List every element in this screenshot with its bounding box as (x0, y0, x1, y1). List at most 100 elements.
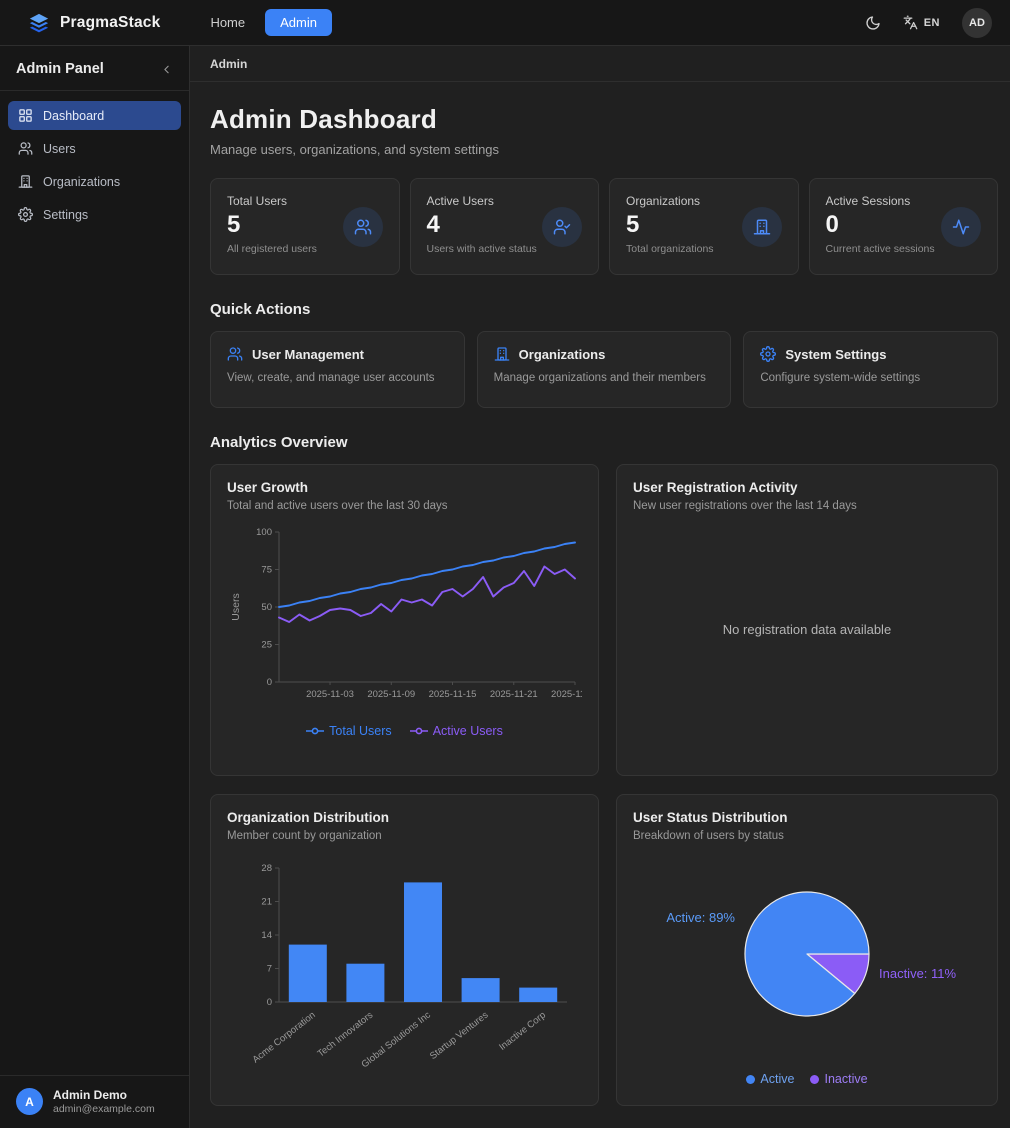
brand[interactable]: PragmaStack (28, 12, 160, 34)
building-icon (18, 174, 33, 189)
svg-text:75: 75 (261, 565, 272, 576)
language-switcher[interactable]: EN (903, 15, 940, 30)
stat-value: 0 (825, 211, 839, 238)
users-icon (18, 141, 33, 156)
chart-title: Organization Distribution (227, 810, 389, 825)
org-distribution-chart-card: Organization Distribution Member count b… (210, 794, 599, 1106)
stat-description: All registered users (227, 243, 317, 255)
user-growth-line-chart: 0 25 50 75 100 2025-11-03 2025-11-09 2025-11-15… (230, 527, 582, 700)
chevron-left-icon[interactable] (160, 63, 173, 76)
nav-link-admin[interactable]: Admin (265, 9, 332, 36)
stat-label: Organizations (626, 194, 701, 208)
sidebar-header: Admin Panel (0, 46, 189, 91)
stat-label: Total Users (227, 194, 288, 208)
brand-name: PragmaStack (60, 13, 161, 31)
charts-grid: User Growth Total and active users over … (210, 464, 998, 1106)
main-content: Admin Admin Dashboard Manage users, orga… (190, 46, 1010, 1128)
legend-item-active[interactable]: Active (746, 1072, 794, 1086)
legend-label: Total Users (329, 724, 392, 738)
legend-item-inactive[interactable]: Inactive (810, 1072, 868, 1086)
chart-subtitle: Breakdown of users by status (633, 830, 784, 842)
quick-actions-grid: User Management View, create, and manage… (210, 331, 998, 408)
chart-title: User Status Distribution (633, 810, 788, 825)
users-icon (342, 206, 383, 247)
grid-icon (18, 108, 33, 123)
chart-subtitle: Member count by organization (227, 830, 382, 842)
gear-icon (760, 346, 777, 362)
svg-text:7: 7 (267, 964, 272, 975)
moon-icon[interactable] (865, 15, 881, 31)
quick-action-user-management[interactable]: User Management View, create, and manage… (210, 331, 465, 408)
sidebar-item-label: Dashboard (43, 108, 105, 123)
sidebar-user-email: admin@example.com (53, 1102, 155, 1115)
svg-text:Startup Ventures: Startup Ventures (428, 1010, 491, 1062)
sidebar-nav: Dashboard Users Organiza (0, 91, 189, 239)
line-chart-legend: Total Users Active Users (227, 724, 582, 738)
sidebar-item-label: Settings (43, 207, 89, 222)
legend-label: Active Users (432, 724, 503, 738)
analytics-heading: Analytics Overview (210, 434, 348, 451)
pie-chart-legend: Active Inactive (633, 1072, 981, 1086)
quick-action-title: System Settings (785, 346, 887, 362)
empty-state-message: No registration data available (722, 622, 892, 637)
pie-chart-area: Active: 89% Inactive: 11% (633, 850, 981, 1058)
quick-action-organizations[interactable]: Organizations Manage organizations and t… (476, 331, 732, 408)
user-avatar[interactable]: AD (962, 7, 992, 38)
admin-sidebar: Admin Panel Dashboard (0, 46, 190, 1128)
registration-activity-card: User Registration Activity New user regi… (616, 464, 998, 776)
languages-icon (903, 15, 918, 30)
svg-text:28: 28 (261, 863, 272, 874)
sidebar-item-dashboard[interactable]: Dashboard (8, 101, 181, 130)
nav-link-home[interactable]: Home (210, 15, 246, 30)
svg-text:2025-11-03: 2025-11-03 (306, 689, 354, 700)
sidebar-item-organizations[interactable]: Organizations (8, 167, 181, 196)
quick-action-description: Configure system-wide settings (760, 372, 921, 384)
sidebar-user-card[interactable]: A Admin Demo admin@example.com (0, 1074, 189, 1128)
svg-text:Acme Corporation: Acme Corporation (251, 1010, 318, 1066)
legend-item-active-users[interactable]: Active Users (409, 724, 503, 738)
building-icon (741, 206, 782, 247)
sidebar-item-users[interactable]: Users (8, 134, 181, 163)
activity-icon (941, 206, 981, 247)
legend-label: Active (760, 1072, 795, 1086)
breadcrumb-bar: Admin (190, 46, 1010, 82)
quick-action-description: View, create, and manage user accounts (227, 372, 435, 384)
svg-text:0: 0 (267, 677, 272, 688)
quick-action-system-settings[interactable]: System Settings Configure system-wide se… (743, 331, 998, 408)
legend-item-total-users[interactable]: Total Users (306, 724, 392, 738)
line-marker-icon (409, 727, 428, 735)
stat-card-active-sessions: Active Sessions 0 Current active session… (808, 178, 998, 275)
svg-text:100: 100 (256, 527, 272, 538)
stat-description: Total organizations (626, 243, 714, 255)
svg-text:Users: Users (230, 593, 242, 620)
sidebar-item-label: Users (43, 141, 76, 156)
stat-description: Users with active status (426, 243, 537, 255)
quick-action-title: User Management (252, 346, 364, 362)
stat-card-active-users: Active Users 4 Users with active status (409, 178, 599, 275)
users-icon (227, 346, 243, 362)
gear-icon (18, 207, 33, 222)
breadcrumb[interactable]: Admin (210, 56, 248, 71)
pie-annotation-active: Active: 89% (666, 910, 735, 925)
svg-text:2025-11-15: 2025-11-15 (429, 689, 477, 700)
chart-subtitle: New user registrations over the last 14 … (633, 500, 857, 512)
stats-grid: Total Users 5 All registered users Activ… (210, 178, 998, 275)
building-icon (494, 346, 510, 362)
svg-text:21: 21 (261, 897, 272, 908)
user-check-icon (542, 206, 582, 247)
stat-label: Active Sessions (825, 194, 911, 208)
user-growth-chart-card: User Growth Total and active users over … (210, 464, 599, 776)
svg-text:14: 14 (261, 930, 272, 941)
svg-text:2025-11-27: 2025-11-27 (551, 689, 582, 700)
svg-text:25: 25 (261, 640, 272, 651)
chart-subtitle: Total and active users over the last 30 … (227, 500, 448, 512)
primary-nav: Home Admin (200, 9, 332, 36)
stat-card-total-users: Total Users 5 All registered users (210, 178, 400, 275)
legend-label: Inactive (824, 1072, 868, 1086)
navbar-actions: EN AD (865, 7, 992, 38)
page-subtitle: Manage users, organizations, and system … (210, 142, 500, 157)
sidebar-item-settings[interactable]: Settings (8, 200, 181, 229)
svg-text:50: 50 (261, 602, 272, 613)
legend-dot-icon (746, 1074, 756, 1084)
